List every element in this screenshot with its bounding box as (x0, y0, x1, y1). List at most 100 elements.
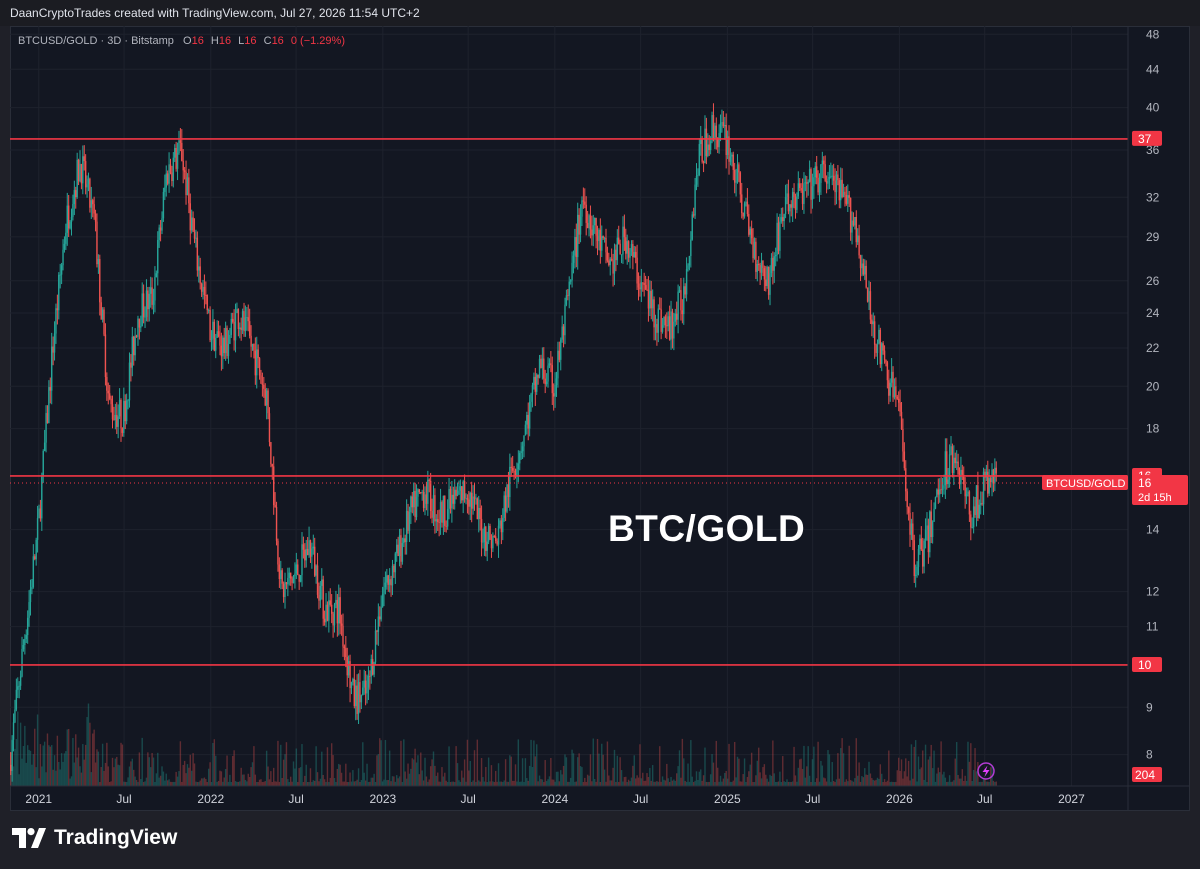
candle-body (694, 184, 696, 216)
volume-bar (642, 772, 644, 786)
candle-body (306, 548, 309, 556)
volume-bar (869, 773, 872, 786)
candle-body (561, 326, 563, 340)
candle-body (396, 544, 398, 554)
volume-bar (799, 759, 801, 786)
y-tick-label: 20 (1146, 379, 1160, 393)
volume-bar (117, 764, 119, 786)
candle-body (455, 489, 457, 496)
candle-body (523, 435, 525, 447)
candle-body (855, 216, 857, 243)
volume-bar (814, 781, 816, 786)
lightning-icon-wrap[interactable] (977, 762, 995, 780)
volume-bar (681, 738, 684, 786)
volume-bar (302, 781, 305, 786)
volume-bar (521, 758, 524, 786)
candle-body (688, 256, 691, 266)
volume-bar (533, 740, 535, 786)
volume-bar (277, 740, 279, 786)
candle-body (968, 491, 971, 515)
candle-body (72, 204, 74, 218)
candle-body (717, 137, 719, 148)
candle-body (502, 517, 504, 533)
candle-body (731, 154, 733, 157)
candle-body (769, 273, 771, 295)
symbol-legend[interactable]: BTCUSD/GOLD · 3D · Bitstamp O16 H16 L16 … (18, 35, 349, 47)
candle-body (666, 325, 668, 327)
candle-body (308, 540, 310, 556)
candle-body (257, 349, 259, 359)
candle-body (131, 336, 134, 368)
chart-frame[interactable] (10, 26, 1190, 811)
candle-body (639, 287, 641, 290)
volume-bar (784, 781, 787, 786)
candle-body (947, 479, 949, 485)
lightning-icon[interactable] (977, 762, 995, 780)
candle-body (366, 687, 368, 694)
volume-bar (593, 779, 596, 786)
volume-bar (755, 775, 757, 786)
volume-bar (766, 778, 768, 786)
candle-body (562, 326, 565, 336)
volume-bar (422, 780, 425, 786)
volume-bar (941, 774, 944, 786)
volume-bar (861, 776, 863, 786)
y-tick-label: 40 (1146, 101, 1160, 115)
volume-bar (936, 773, 938, 786)
candle-body (516, 469, 518, 476)
candle-body (137, 318, 139, 337)
candle-body (240, 327, 242, 331)
volume-bar (151, 752, 153, 786)
candle-body (454, 489, 456, 504)
horizontal-levels[interactable] (10, 138, 1128, 666)
volume-bar (230, 781, 232, 786)
volume-bar (56, 735, 59, 786)
volume-bar (994, 781, 996, 786)
candle-body (349, 661, 351, 689)
volume-bar (560, 770, 562, 786)
volume-bar (981, 781, 983, 786)
volume-bar (345, 763, 347, 786)
volume-bar (625, 776, 627, 786)
candle-body (582, 200, 585, 202)
volume-bar (540, 779, 542, 786)
candlestick-chart[interactable]: 48 44 40 36 32 29 26 24 22 20 18 16 14 12 11 10 9 8 2021 Ju… (10, 26, 1190, 811)
volume-bar (714, 781, 716, 786)
candle-body (63, 243, 66, 250)
candle-body (927, 525, 930, 553)
volume-bar (695, 771, 698, 786)
candle-body (404, 538, 406, 543)
volume-bar (99, 782, 101, 786)
volume-bar (903, 771, 906, 786)
level-tag-label: 37 (1138, 132, 1152, 146)
volume-bar (899, 770, 901, 786)
tradingview-logo[interactable]: TradingView (12, 826, 177, 850)
candle-body (200, 283, 203, 292)
candle-body (756, 263, 758, 272)
candle-body (435, 519, 438, 522)
candle-body (45, 413, 47, 443)
candle-body (205, 295, 207, 296)
candle-body (459, 486, 462, 491)
volume-bar (17, 711, 19, 786)
candle-body (591, 229, 593, 236)
y-tick-label: 32 (1146, 190, 1160, 204)
volume-bar (347, 781, 350, 786)
candle-body (393, 565, 395, 573)
volume-bar (373, 773, 375, 786)
volume-bar (247, 773, 249, 786)
candle-body (258, 358, 261, 376)
candle-body (767, 267, 770, 295)
candle-body (581, 200, 583, 217)
volume-bar (424, 757, 426, 786)
volume-bar (790, 781, 792, 786)
volume-bar (948, 775, 951, 786)
candle-body (357, 682, 360, 714)
volume-bar (59, 769, 61, 786)
volume-bar (697, 779, 699, 786)
volume-bar (910, 744, 913, 786)
candle-body (766, 267, 768, 286)
candle-body (253, 343, 255, 351)
volume-bar (765, 774, 767, 786)
volume-bar (701, 780, 703, 786)
